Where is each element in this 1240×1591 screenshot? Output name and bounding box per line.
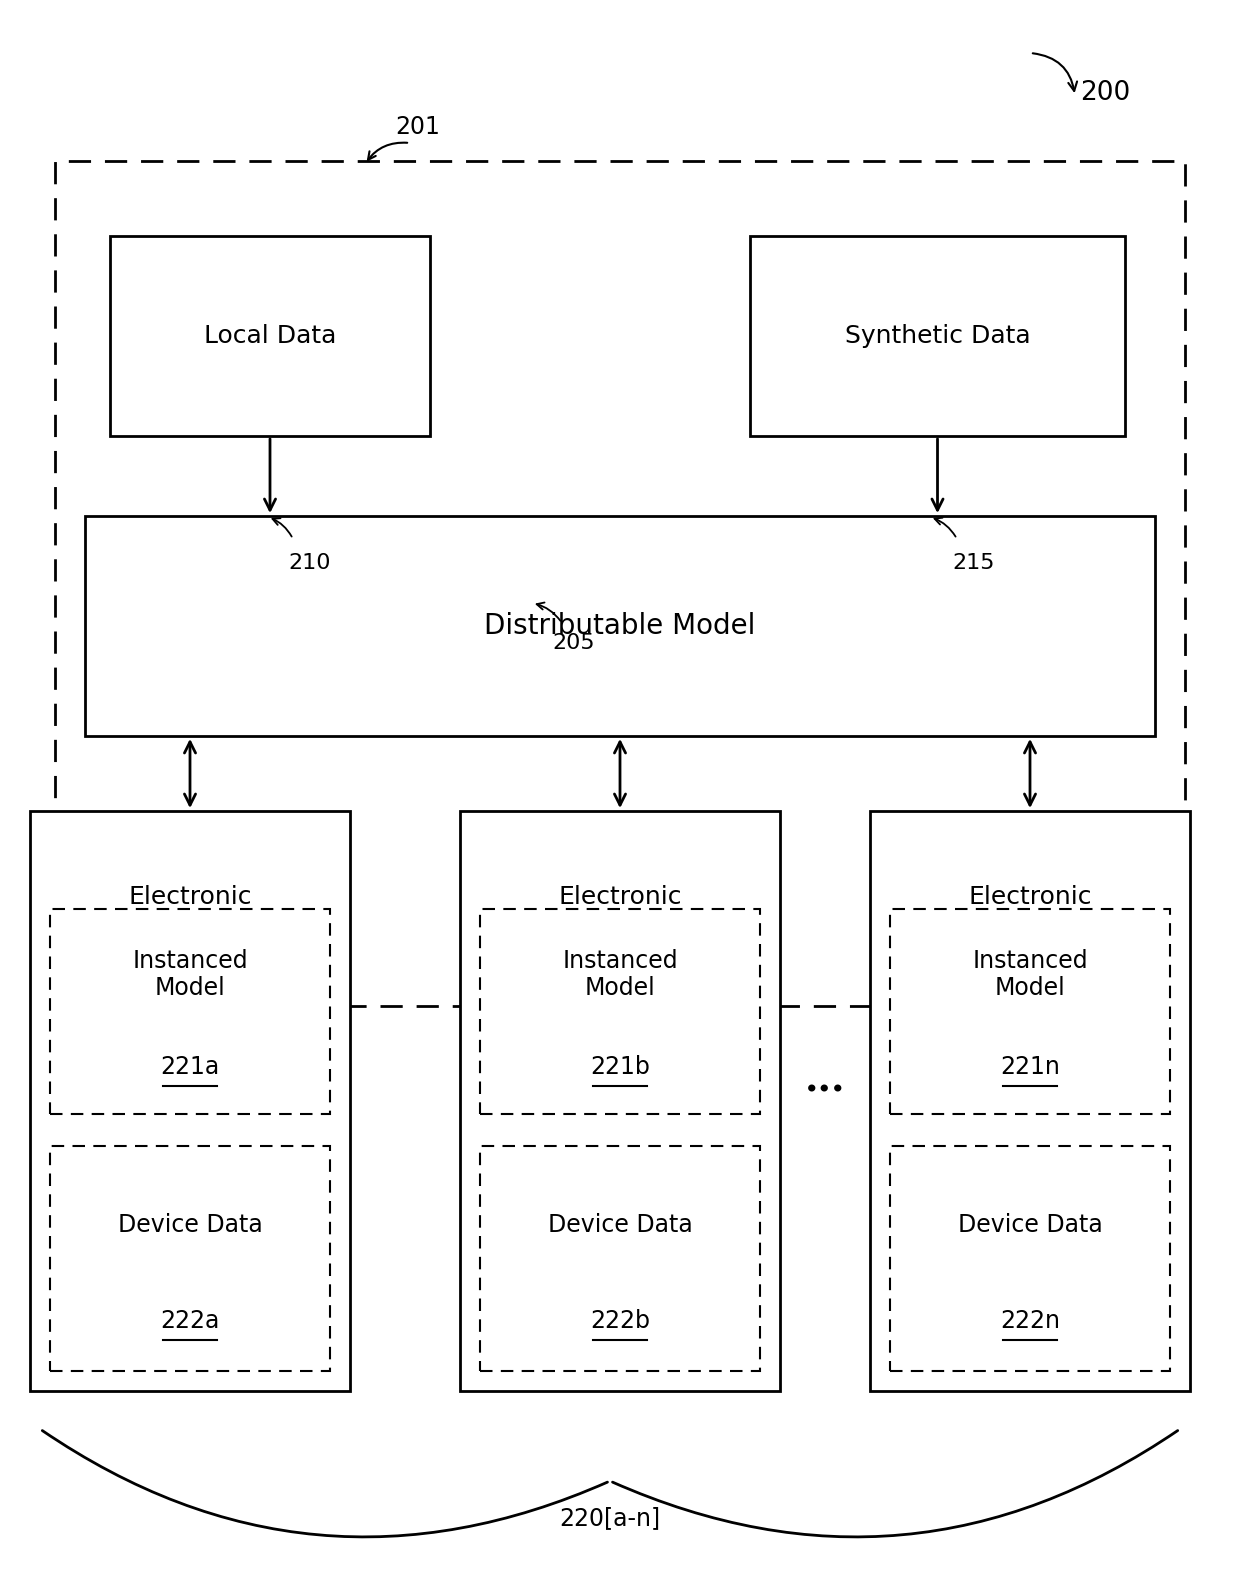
Text: 221n: 221n bbox=[1001, 1055, 1060, 1079]
Text: 205: 205 bbox=[552, 633, 595, 652]
Text: Device Data: Device Data bbox=[118, 1212, 263, 1236]
Text: Local Data: Local Data bbox=[203, 325, 336, 348]
FancyBboxPatch shape bbox=[55, 161, 1185, 1006]
FancyBboxPatch shape bbox=[890, 908, 1171, 1114]
Text: 221a: 221a bbox=[160, 1055, 219, 1079]
Text: Electronic
Device: Electronic Device bbox=[128, 885, 252, 937]
FancyBboxPatch shape bbox=[750, 235, 1125, 436]
FancyBboxPatch shape bbox=[460, 811, 780, 1391]
Text: Device Data: Device Data bbox=[548, 1212, 692, 1236]
FancyBboxPatch shape bbox=[50, 1146, 330, 1371]
Text: 222a: 222a bbox=[160, 1309, 219, 1333]
Text: 222b: 222b bbox=[590, 1309, 650, 1333]
FancyBboxPatch shape bbox=[86, 515, 1154, 737]
Text: ...: ... bbox=[805, 1063, 846, 1099]
Text: Electronic
Device: Electronic Device bbox=[968, 885, 1091, 937]
Text: Distributable Model: Distributable Model bbox=[485, 613, 755, 640]
Text: 201: 201 bbox=[396, 115, 440, 138]
FancyBboxPatch shape bbox=[50, 908, 330, 1114]
Text: 210: 210 bbox=[288, 554, 331, 573]
Text: 215: 215 bbox=[952, 554, 994, 573]
Text: Instanced
Model: Instanced Model bbox=[972, 948, 1087, 1001]
Text: 200: 200 bbox=[1080, 80, 1130, 107]
Text: Instanced
Model: Instanced Model bbox=[562, 948, 678, 1001]
FancyBboxPatch shape bbox=[870, 811, 1190, 1391]
FancyBboxPatch shape bbox=[110, 235, 430, 436]
Text: 221b: 221b bbox=[590, 1055, 650, 1079]
Text: Electronic
Device: Electronic Device bbox=[558, 885, 682, 937]
FancyBboxPatch shape bbox=[480, 908, 760, 1114]
Text: Synthetic Data: Synthetic Data bbox=[844, 325, 1030, 348]
FancyBboxPatch shape bbox=[890, 1146, 1171, 1371]
FancyBboxPatch shape bbox=[480, 1146, 760, 1371]
Text: Instanced
Model: Instanced Model bbox=[133, 948, 248, 1001]
Text: 220[a-n]: 220[a-n] bbox=[559, 1507, 661, 1531]
FancyBboxPatch shape bbox=[30, 811, 350, 1391]
Text: 222n: 222n bbox=[999, 1309, 1060, 1333]
Text: Device Data: Device Data bbox=[957, 1212, 1102, 1236]
